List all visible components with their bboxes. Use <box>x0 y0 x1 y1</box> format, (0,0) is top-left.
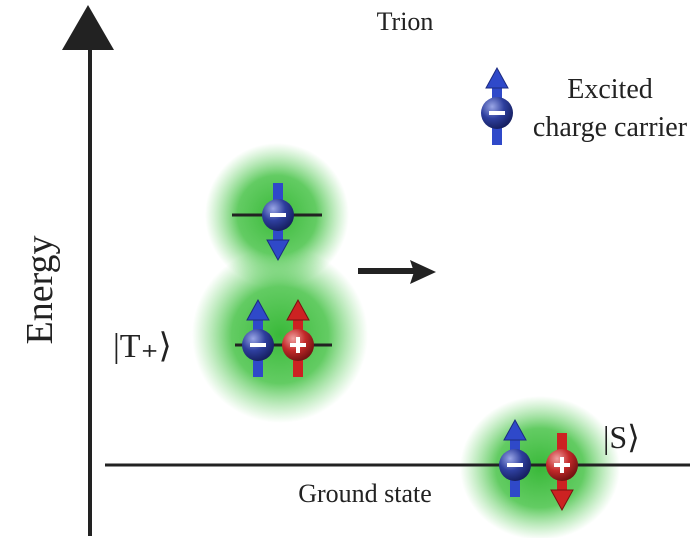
axis-label: Energy <box>19 235 61 344</box>
spin-head <box>486 68 508 88</box>
glow <box>460 396 620 538</box>
axis-arrowhead <box>62 5 114 50</box>
singlet-label: |S⟩ <box>603 419 640 455</box>
triplet-label: |T₊⟩ <box>113 328 172 365</box>
legend-line: Excited <box>567 74 653 105</box>
ground-label: Ground state <box>298 479 432 508</box>
legend-line: charge carrier <box>533 112 688 143</box>
diagram: Trion Excited charge carrier Energy |T₊⟩… <box>0 0 700 538</box>
glow <box>192 247 368 423</box>
title: Trion <box>377 7 434 36</box>
